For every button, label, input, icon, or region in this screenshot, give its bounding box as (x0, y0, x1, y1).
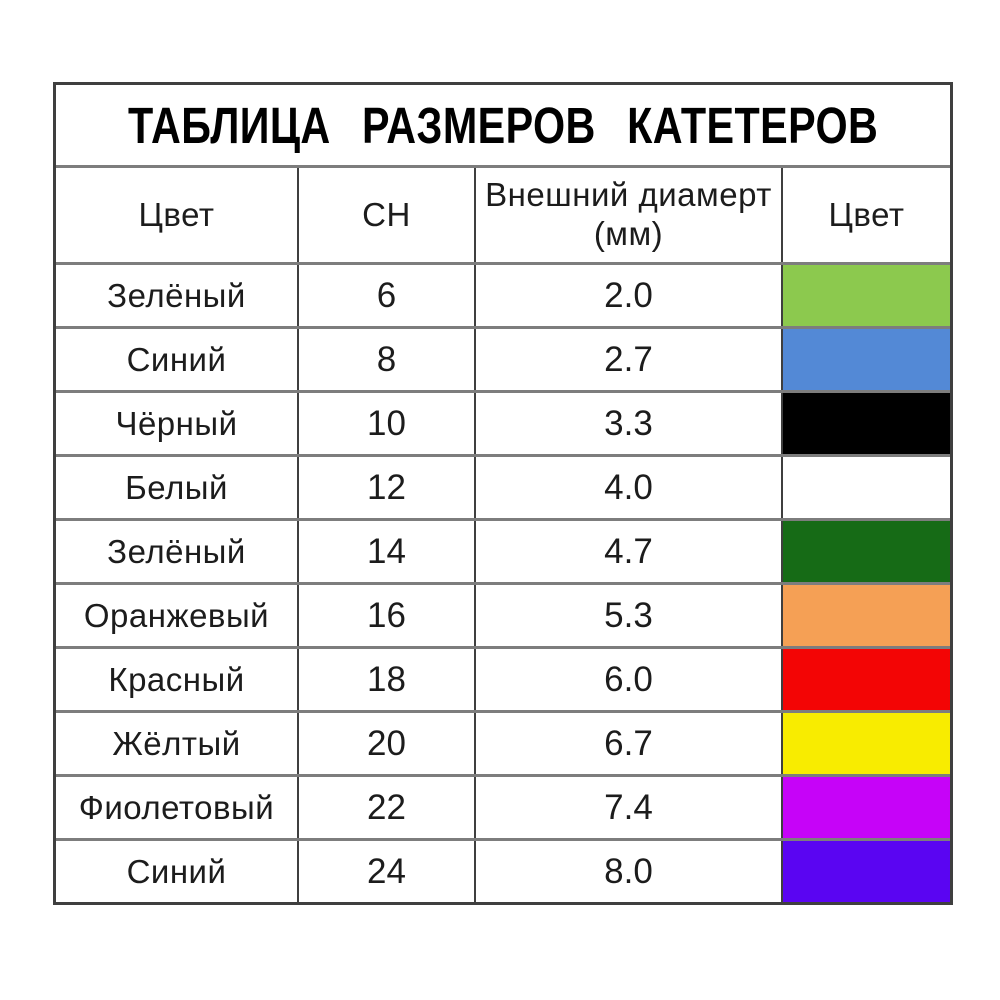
ch-cell: 24 (299, 841, 476, 902)
color-name-cell: Фиолетовый (56, 777, 299, 838)
color-name-cell: Чёрный (56, 393, 299, 454)
header-outer-diameter: Внешний диамерт (мм) (476, 168, 783, 262)
magenta-swatch (783, 777, 950, 838)
ch-cell: 10 (299, 393, 476, 454)
ch-cell: 6 (299, 265, 476, 326)
diameter-cell: 4.0 (476, 457, 783, 518)
ch-cell: 8 (299, 329, 476, 390)
white-swatch (783, 457, 950, 518)
color-name-cell: Белый (56, 457, 299, 518)
header-color-name: Цвет (56, 168, 299, 262)
diameter-cell: 7.4 (476, 777, 783, 838)
dark-green-swatch (783, 521, 950, 582)
color-name-cell: Синий (56, 329, 299, 390)
table-row: Зелёный 6 2.0 (56, 262, 950, 326)
ch-cell: 16 (299, 585, 476, 646)
color-name-cell: Зелёный (56, 265, 299, 326)
yellow-swatch (783, 713, 950, 774)
ch-cell: 20 (299, 713, 476, 774)
red-swatch (783, 649, 950, 710)
diameter-cell: 2.7 (476, 329, 783, 390)
blue-swatch (783, 329, 950, 390)
header-ch: CH (299, 168, 476, 262)
table-row: Белый 12 4.0 (56, 454, 950, 518)
color-name-cell: Красный (56, 649, 299, 710)
table-row: Жёлтый 20 6.7 (56, 710, 950, 774)
table-title-row: ТАБЛИЦА РАЗМЕРОВ КАТЕТЕРОВ (56, 85, 950, 165)
table-row: Чёрный 10 3.3 (56, 390, 950, 454)
ch-cell: 18 (299, 649, 476, 710)
diameter-cell: 6.0 (476, 649, 783, 710)
light-green-swatch (783, 265, 950, 326)
header-color-swatch: Цвет (828, 195, 905, 233)
diameter-cell: 3.3 (476, 393, 783, 454)
table-row: Синий 24 8.0 (56, 838, 950, 902)
orange-swatch (783, 585, 950, 646)
table-row: Зелёный 14 4.7 (56, 518, 950, 582)
ch-cell: 12 (299, 457, 476, 518)
black-swatch (783, 393, 950, 454)
table-row: Фиолетовый 22 7.4 (56, 774, 950, 838)
table-row: Красный 18 6.0 (56, 646, 950, 710)
catheter-size-table: ТАБЛИЦА РАЗМЕРОВ КАТЕТЕРОВ Цвет CH Внешн… (53, 82, 953, 905)
table-header-row: Цвет CH Внешний диамерт (мм) Цвет (56, 165, 950, 262)
table-title: ТАБЛИЦА РАЗМЕРОВ КАТЕТЕРОВ (127, 96, 879, 154)
ch-cell: 22 (299, 777, 476, 838)
table-row: Синий 8 2.7 (56, 326, 950, 390)
color-name-cell: Зелёный (56, 521, 299, 582)
color-name-cell: Оранжевый (56, 585, 299, 646)
diameter-cell: 5.3 (476, 585, 783, 646)
ch-cell: 14 (299, 521, 476, 582)
color-name-cell: Синий (56, 841, 299, 902)
diameter-cell: 6.7 (476, 713, 783, 774)
diameter-cell: 4.7 (476, 521, 783, 582)
diameter-cell: 2.0 (476, 265, 783, 326)
color-name-cell: Жёлтый (56, 713, 299, 774)
diameter-cell: 8.0 (476, 841, 783, 902)
table-row: Оранжевый 16 5.3 (56, 582, 950, 646)
blue-violet-swatch (783, 841, 950, 902)
